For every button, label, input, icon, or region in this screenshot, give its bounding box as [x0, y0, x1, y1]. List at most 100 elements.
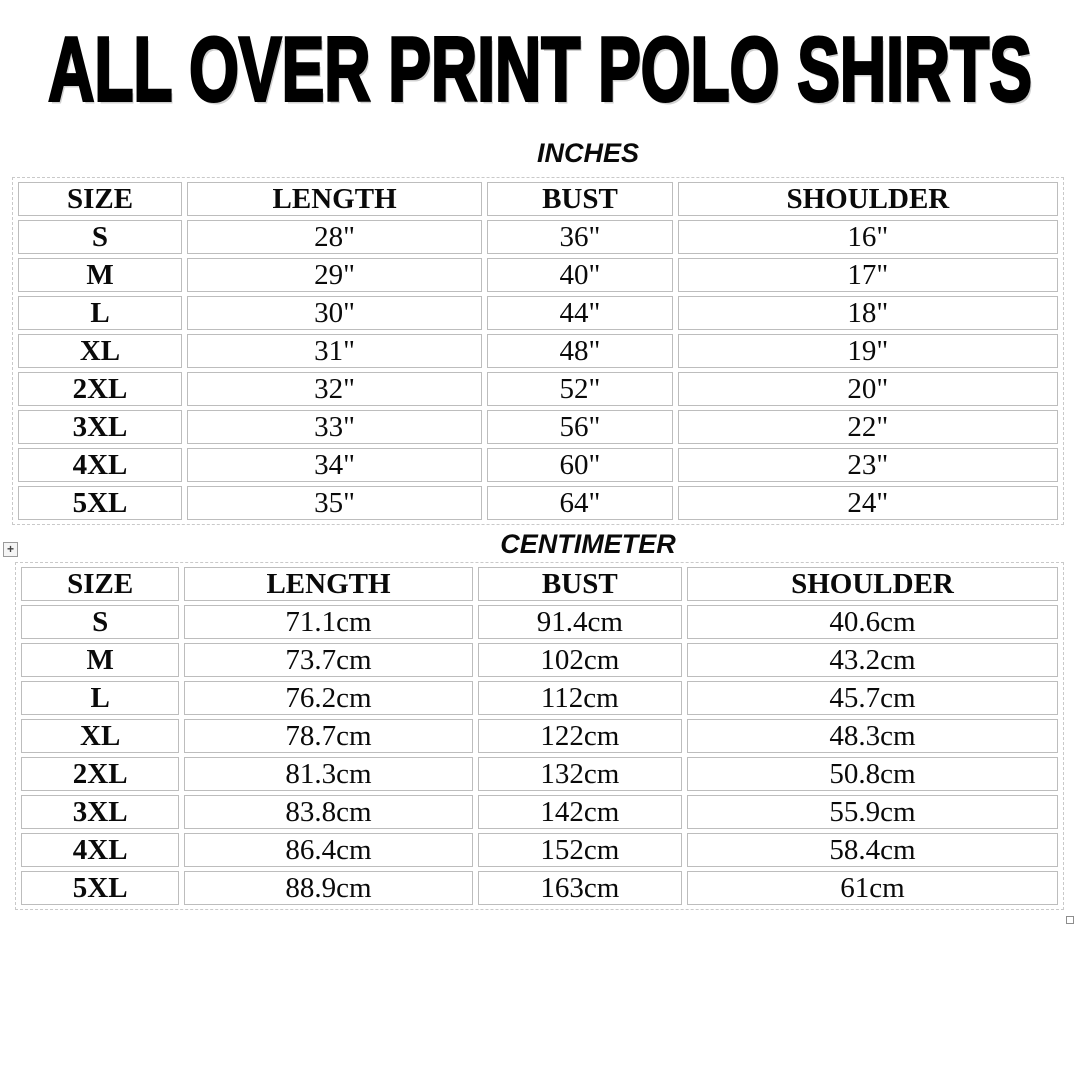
value-cell: 64" — [487, 486, 673, 520]
value-cell: 16" — [677, 220, 1058, 254]
value-cell: 19" — [677, 334, 1058, 368]
value-cell: 52" — [487, 372, 673, 406]
table-row: L 76.2cm 112cm 45.7cm — [21, 681, 1058, 715]
value-cell: 22" — [677, 410, 1058, 444]
value-cell: 78.7cm — [184, 719, 473, 753]
value-cell: 43.2cm — [687, 643, 1058, 677]
value-cell: 48" — [487, 334, 673, 368]
size-cell: 3XL — [18, 410, 182, 444]
value-cell: 88.9cm — [184, 871, 473, 905]
value-cell: 91.4cm — [477, 605, 682, 639]
value-cell: 83.8cm — [184, 795, 473, 829]
value-cell: 76.2cm — [184, 681, 473, 715]
centimeter-size-table-wrap: SIZE LENGTH BUST SHOULDER S 71.1cm 91.4cm 40.6c… — [15, 562, 1064, 910]
value-cell: 58.4cm — [687, 833, 1058, 867]
value-cell: 40" — [487, 258, 673, 292]
table-row: 3XL 83.8cm 142cm 55.9cm — [21, 795, 1058, 829]
size-cell: M — [21, 643, 180, 677]
value-cell: 36" — [487, 220, 673, 254]
table-row: 4XL 34" 60" 23" — [18, 448, 1058, 482]
table-row: M 73.7cm 102cm 43.2cm — [21, 643, 1058, 677]
size-cell: 5XL — [18, 486, 182, 520]
table-row: M 29" 40" 17" — [18, 258, 1058, 292]
value-cell: 102cm — [477, 643, 682, 677]
value-cell: 28" — [187, 220, 483, 254]
table-row: 5XL 88.9cm 163cm 61cm — [21, 871, 1058, 905]
size-cell: 2XL — [18, 372, 182, 406]
value-cell: 73.7cm — [184, 643, 473, 677]
value-cell: 35" — [187, 486, 483, 520]
value-cell: 132cm — [477, 757, 682, 791]
value-cell: 48.3cm — [687, 719, 1058, 753]
column-header: SHOULDER — [677, 182, 1058, 216]
value-cell: 32" — [187, 372, 483, 406]
table-row: S 71.1cm 91.4cm 40.6cm — [21, 605, 1058, 639]
page-title-wrap: ALL OVER PRINT POLO SHIRTS — [0, 22, 1080, 116]
size-cell: M — [18, 258, 182, 292]
table-row: 5XL 35" 64" 24" — [18, 486, 1058, 520]
header-row: SIZE LENGTH BUST SHOULDER — [18, 182, 1058, 216]
size-cell: S — [18, 220, 182, 254]
value-cell: 29" — [187, 258, 483, 292]
table-row: 4XL 86.4cm 152cm 58.4cm — [21, 833, 1058, 867]
table-resize-handle[interactable] — [1066, 916, 1074, 924]
size-cell: 5XL — [21, 871, 180, 905]
value-cell: 23" — [677, 448, 1058, 482]
table-row: XL 78.7cm 122cm 48.3cm — [21, 719, 1058, 753]
size-cell: XL — [21, 719, 180, 753]
column-header: LENGTH — [184, 567, 473, 601]
value-cell: 152cm — [477, 833, 682, 867]
value-cell: 71.1cm — [184, 605, 473, 639]
column-header: SIZE — [18, 182, 182, 216]
size-cell: 4XL — [21, 833, 180, 867]
table-row: 2XL 32" 52" 20" — [18, 372, 1058, 406]
table-row: S 28" 36" 16" — [18, 220, 1058, 254]
size-cell: L — [21, 681, 180, 715]
value-cell: 122cm — [477, 719, 682, 753]
value-cell: 31" — [187, 334, 483, 368]
table-row: L 30" 44" 18" — [18, 296, 1058, 330]
value-cell: 55.9cm — [687, 795, 1058, 829]
value-cell: 142cm — [477, 795, 682, 829]
table-move-handle-icon[interactable]: + — [3, 542, 18, 557]
header-row: SIZE LENGTH BUST SHOULDER — [21, 567, 1058, 601]
value-cell: 18" — [677, 296, 1058, 330]
value-cell: 20" — [677, 372, 1058, 406]
value-cell: 81.3cm — [184, 757, 473, 791]
value-cell: 24" — [677, 486, 1058, 520]
value-cell: 33" — [187, 410, 483, 444]
size-cell: 3XL — [21, 795, 180, 829]
column-header: BUST — [477, 567, 682, 601]
value-cell: 60" — [487, 448, 673, 482]
column-header: SIZE — [21, 567, 180, 601]
value-cell: 45.7cm — [687, 681, 1058, 715]
size-cell: 2XL — [21, 757, 180, 791]
value-cell: 163cm — [477, 871, 682, 905]
value-cell: 56" — [487, 410, 673, 444]
size-cell: S — [21, 605, 180, 639]
value-cell: 50.8cm — [687, 757, 1058, 791]
value-cell: 17" — [677, 258, 1058, 292]
column-header: LENGTH — [187, 182, 483, 216]
centimeter-unit-label: CENTIMETER — [500, 529, 676, 559]
value-cell: 40.6cm — [687, 605, 1058, 639]
inches-size-table: SIZE LENGTH BUST SHOULDER S 28" 36" 16" M 29" 40" 1… — [12, 177, 1064, 525]
value-cell: 86.4cm — [184, 833, 473, 867]
table-row: 2XL 81.3cm 132cm 50.8cm — [21, 757, 1058, 791]
page-title: ALL OVER PRINT POLO SHIRTS — [47, 18, 1033, 121]
inches-unit-label: INCHES — [536, 138, 639, 168]
column-header: SHOULDER — [687, 567, 1058, 601]
value-cell: 44" — [487, 296, 673, 330]
column-header: BUST — [487, 182, 673, 216]
inches-size-table-wrap: SIZE LENGTH BUST SHOULDER S 28" 36" 16" M 29" 40" 1… — [12, 177, 1064, 525]
centimeter-size-table: SIZE LENGTH BUST SHOULDER S 71.1cm 91.4cm 40.6c… — [15, 562, 1064, 910]
size-cell: XL — [18, 334, 182, 368]
value-cell: 30" — [187, 296, 483, 330]
size-cell: 4XL — [18, 448, 182, 482]
table-row: XL 31" 48" 19" — [18, 334, 1058, 368]
table-row: 3XL 33" 56" 22" — [18, 410, 1058, 444]
size-cell: L — [18, 296, 182, 330]
value-cell: 112cm — [477, 681, 682, 715]
value-cell: 61cm — [687, 871, 1058, 905]
